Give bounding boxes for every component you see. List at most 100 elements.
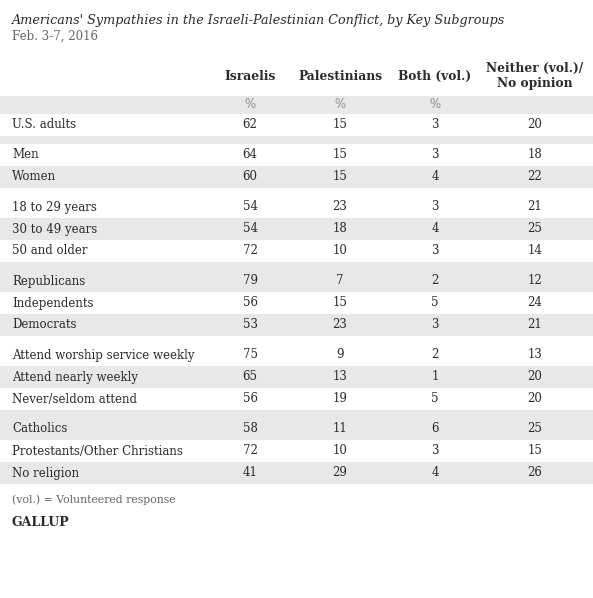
Text: 5: 5	[431, 392, 439, 405]
Text: 21: 21	[528, 200, 543, 213]
Text: 3: 3	[431, 200, 439, 213]
Text: 3: 3	[431, 319, 439, 331]
Text: Neither (vol.)/
No opinion: Neither (vol.)/ No opinion	[486, 62, 584, 90]
Bar	[0, 270, 593, 292]
Text: 15: 15	[333, 297, 347, 310]
Text: 58: 58	[243, 423, 257, 435]
Text: 18 to 29 years: 18 to 29 years	[12, 200, 97, 213]
Text: 7: 7	[336, 274, 344, 288]
Text: 14: 14	[528, 245, 543, 258]
Text: 6: 6	[431, 423, 439, 435]
Text: 15: 15	[528, 444, 543, 457]
Text: Attend worship service weekly: Attend worship service weekly	[12, 349, 195, 362]
Text: 3: 3	[431, 148, 439, 161]
Text: 56: 56	[243, 297, 257, 310]
Text: 9: 9	[336, 349, 344, 362]
Bar	[0, 336, 593, 344]
Text: 79: 79	[243, 274, 257, 288]
Bar	[0, 144, 593, 166]
Text: 72: 72	[243, 245, 257, 258]
Text: 3: 3	[431, 444, 439, 457]
Bar	[0, 262, 593, 270]
Text: 15: 15	[333, 170, 347, 184]
Text: 20: 20	[528, 392, 543, 405]
Text: Women: Women	[12, 170, 56, 184]
Text: 21: 21	[528, 319, 543, 331]
Bar	[0, 314, 593, 336]
Text: 20: 20	[528, 118, 543, 132]
Bar	[0, 440, 593, 462]
Text: Catholics: Catholics	[12, 423, 68, 435]
Bar	[0, 418, 593, 440]
Bar	[0, 196, 593, 218]
Text: 54: 54	[243, 222, 257, 236]
Text: 15: 15	[333, 118, 347, 132]
Bar	[0, 136, 593, 144]
Text: Both (vol.): Both (vol.)	[398, 69, 471, 83]
Text: 30 to 49 years: 30 to 49 years	[12, 222, 97, 236]
Text: 60: 60	[243, 170, 257, 184]
Text: Republicans: Republicans	[12, 274, 85, 288]
Bar	[0, 410, 593, 418]
Bar	[0, 218, 593, 240]
Text: 24: 24	[528, 297, 543, 310]
Text: 13: 13	[528, 349, 543, 362]
Text: 56: 56	[243, 392, 257, 405]
Text: U.S. adults: U.S. adults	[12, 118, 76, 132]
Text: 4: 4	[431, 170, 439, 184]
Text: 25: 25	[528, 423, 543, 435]
Text: Feb. 3-7, 2016: Feb. 3-7, 2016	[12, 30, 98, 43]
Text: 5: 5	[431, 297, 439, 310]
Text: 11: 11	[333, 423, 347, 435]
Text: Palestinians: Palestinians	[298, 69, 382, 83]
Text: 29: 29	[333, 466, 347, 480]
Bar	[0, 240, 593, 262]
Text: 72: 72	[243, 444, 257, 457]
Bar	[0, 188, 593, 196]
Text: 12: 12	[528, 274, 543, 288]
Text: 13: 13	[333, 371, 347, 383]
Text: 23: 23	[333, 319, 347, 331]
Text: 22: 22	[528, 170, 543, 184]
Bar	[0, 166, 593, 188]
Text: 2: 2	[431, 274, 439, 288]
Text: 65: 65	[243, 371, 257, 383]
Text: %: %	[429, 99, 441, 111]
Text: Democrats: Democrats	[12, 319, 76, 331]
Text: 62: 62	[243, 118, 257, 132]
Text: Israelis: Israelis	[224, 69, 276, 83]
Text: 50 and older: 50 and older	[12, 245, 88, 258]
Text: 20: 20	[528, 371, 543, 383]
Bar	[0, 366, 593, 388]
Text: Attend nearly weekly: Attend nearly weekly	[12, 371, 138, 383]
Text: Americans' Sympathies in the Israeli-Palestinian Conflict, by Key Subgroups: Americans' Sympathies in the Israeli-Pal…	[12, 14, 505, 27]
Text: 4: 4	[431, 222, 439, 236]
Text: %: %	[334, 99, 346, 111]
Text: 18: 18	[333, 222, 347, 236]
Text: 41: 41	[243, 466, 257, 480]
Text: 75: 75	[243, 349, 257, 362]
Text: Men: Men	[12, 148, 39, 161]
Text: GALLUP: GALLUP	[12, 516, 70, 529]
Bar	[0, 388, 593, 410]
Bar	[0, 292, 593, 314]
Text: Protestants/Other Christians: Protestants/Other Christians	[12, 444, 183, 457]
Text: 10: 10	[333, 245, 347, 258]
Bar	[0, 114, 593, 136]
Text: 25: 25	[528, 222, 543, 236]
Text: 53: 53	[243, 319, 257, 331]
Text: 26: 26	[528, 466, 543, 480]
Bar	[0, 96, 593, 114]
Text: Never/seldom attend: Never/seldom attend	[12, 392, 137, 405]
Text: %: %	[244, 99, 256, 111]
Text: Independents: Independents	[12, 297, 94, 310]
Text: 54: 54	[243, 200, 257, 213]
Bar	[0, 344, 593, 366]
Bar	[0, 462, 593, 484]
Text: 10: 10	[333, 444, 347, 457]
Text: No religion: No religion	[12, 466, 79, 480]
Text: 64: 64	[243, 148, 257, 161]
Text: 1: 1	[431, 371, 439, 383]
Text: 3: 3	[431, 245, 439, 258]
Text: 18: 18	[528, 148, 543, 161]
